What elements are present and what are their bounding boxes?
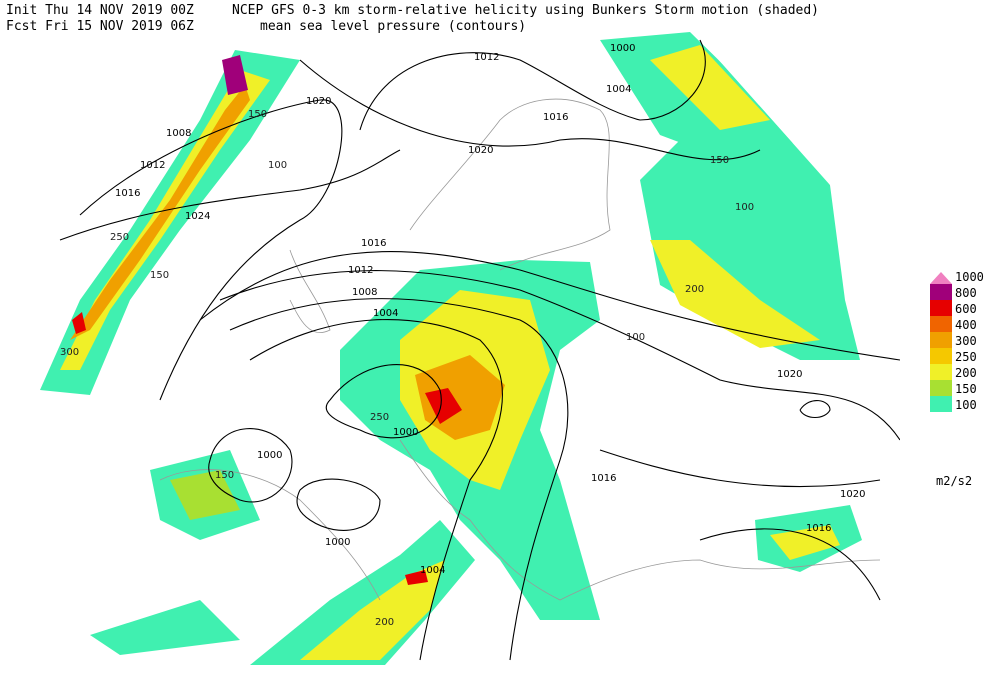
init-time: Init Thu 14 NOV 2019 00Z [6,3,194,18]
shaded-area [650,45,770,130]
shade-label: 100 [735,202,754,213]
isobar-label: 1016 [806,523,831,534]
shaded-area [770,525,840,560]
isobar-label: 1000 [393,427,418,438]
legend-swatch [930,364,952,380]
legend-swatch [930,396,952,412]
shaded-area [405,570,428,585]
isobar-label: 1008 [166,128,191,139]
isobar-label: 1020 [840,489,865,500]
shade-label: 150 [248,109,267,120]
shaded-area [250,520,475,665]
legend-label: 150 [955,382,977,396]
legend-swatch [930,284,952,300]
legend-swatch [930,348,952,364]
shaded-area [650,240,820,348]
isobar-label: 1020 [777,369,802,380]
legend-label: 600 [955,302,977,316]
isobar-label: 1016 [591,473,616,484]
legend-swatch [930,332,952,348]
isobars [59,39,900,661]
legend: 1000 800 600 400 300 250 200 150 100 [930,270,984,412]
shade-label: 200 [375,617,394,628]
legend-swatch [930,300,952,316]
forecast-time: Fcst Fri 15 NOV 2019 06Z [6,19,194,34]
shaded-area [425,388,462,424]
shade-label: 250 [370,412,389,423]
subtitle: mean sea level pressure (contours) [260,19,526,34]
shading-labels: 150 100 250 300 150 200 100 150 250 200 … [60,109,754,628]
shade-label: 150 [215,470,234,481]
legend-unit: m2/s2 [936,474,972,488]
legend-label: 800 [955,286,977,300]
legend-swatch [930,272,952,284]
shade-label: 200 [685,284,704,295]
coastlines [159,98,881,601]
isobar-label: 1020 [306,96,331,107]
isobar-label: 1024 [185,211,210,222]
isobar-label: 1012 [348,265,373,276]
shaded-area [300,560,445,660]
isobar-label: 1004 [606,84,631,95]
isobar-label: 1004 [420,565,445,576]
isobar-label: 1008 [352,287,377,298]
shade-label: 150 [710,155,729,166]
isobar-label: 1016 [115,188,140,199]
isobar-label: 1012 [140,160,165,171]
shaded-area [90,600,240,655]
legend-label: 200 [955,366,977,380]
shade-label: 100 [626,332,645,343]
shaded-area [222,55,248,95]
isobar-label: 1012 [474,52,499,63]
isobar-label: 1000 [610,43,635,54]
shaded-area [72,312,86,334]
isobar-label: 1000 [325,537,350,548]
legend-label: 400 [955,318,977,332]
isobar-label: 1000 [257,450,282,461]
legend-swatch [930,316,952,332]
isobar-label: 1016 [543,112,568,123]
legend-label: 250 [955,350,977,364]
isobar-label: 1016 [361,238,386,249]
header: Init Thu 14 NOV 2019 00Z Fcst Fri 15 NOV… [6,3,819,34]
shade-label: 300 [60,347,79,358]
legend-label: 1000 [955,270,984,284]
isobar-label: 1004 [373,308,398,319]
shaded-area [70,85,250,340]
legend-label: 300 [955,334,977,348]
title: NCEP GFS 0-3 km storm-relative helicity … [232,3,819,18]
isobar-labels: 1012 1016 1020 1000 1004 1020 1008 1012 … [115,43,865,576]
shade-label: 100 [268,160,287,171]
shaded-area [170,470,240,520]
shade-label: 250 [110,232,129,243]
helicity-shading [40,32,862,665]
legend-label: 100 [955,398,977,412]
legend-swatch [930,380,952,396]
shade-label: 150 [150,270,169,281]
isobar-label: 1020 [468,145,493,156]
